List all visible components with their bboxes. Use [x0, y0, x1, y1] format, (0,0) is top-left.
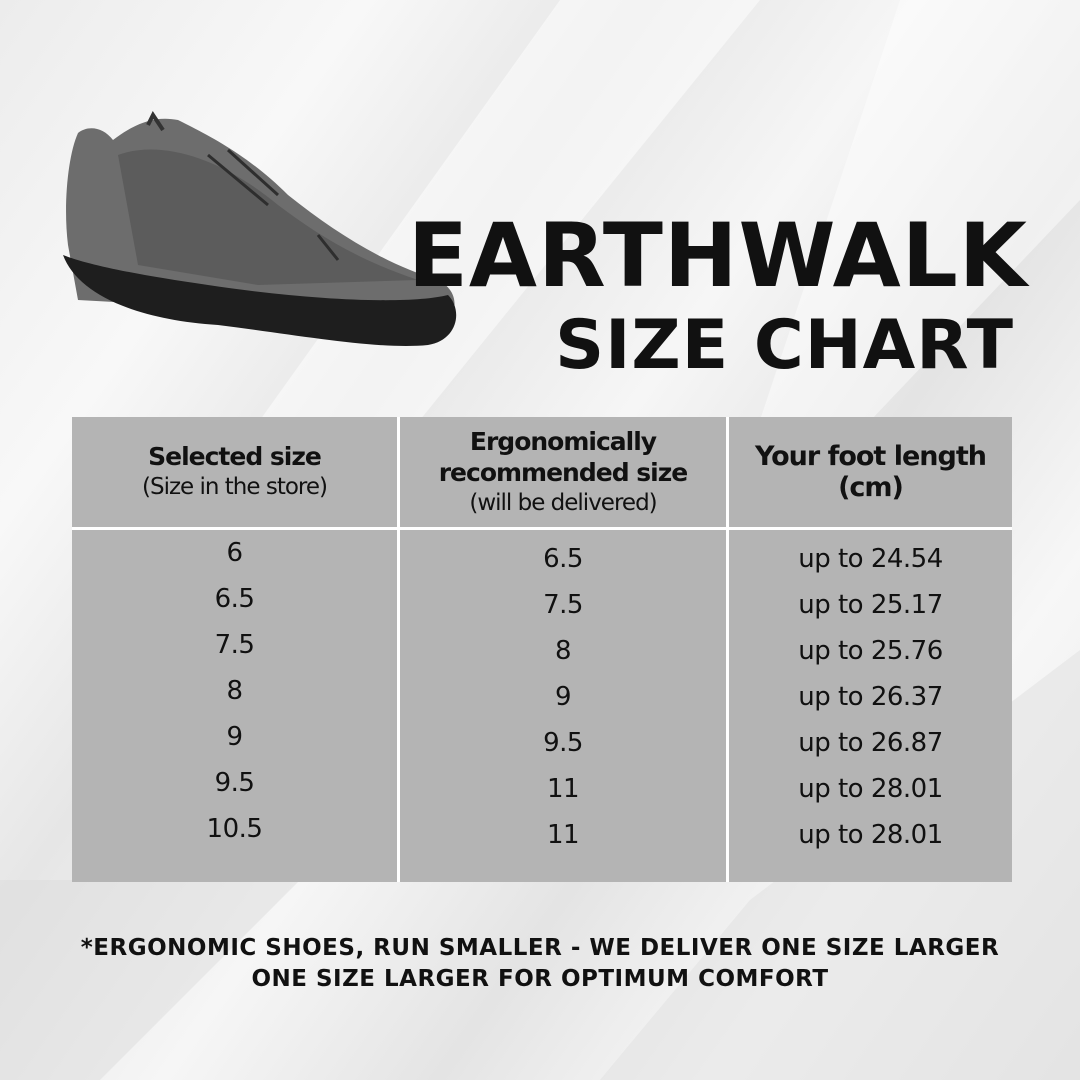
size-chart-table: Selected size (Size in the store) Ergono… — [72, 417, 1012, 882]
header-sublabel: (will be delivered) — [469, 489, 657, 516]
title-subtitle: SIZE CHART — [555, 306, 1014, 385]
table-cell: up to 26.87 — [798, 728, 943, 758]
selected-size-column: 6 6.5 7.5 8 9 9.5 10.5 — [72, 530, 397, 852]
table-cell: 11 — [546, 774, 580, 804]
table-cell: 7.5 — [543, 590, 583, 620]
header-selected-size: Selected size (Size in the store) — [72, 417, 397, 527]
table-cell: 8 — [554, 636, 572, 666]
note-line-1: *ERGONOMIC SHOES, RUN SMALLER - WE DELIV… — [80, 935, 1000, 961]
table-cell: 6.5 — [543, 544, 583, 574]
title-brand: EARTHWALK — [407, 204, 1028, 307]
header-sublabel: (Size in the store) — [142, 474, 328, 500]
table-cell: 11 — [546, 820, 580, 850]
sizing-note: *ERGONOMIC SHOES, RUN SMALLER - WE DELIV… — [0, 933, 1080, 995]
note-line-2: ONE SIZE LARGER FOR OPTIMUM COMFORT — [251, 966, 829, 992]
body-foot-length — [729, 530, 1012, 882]
table-cell: 9 — [554, 682, 572, 712]
table-cell: up to 26.37 — [798, 682, 943, 712]
table-cell: 8 — [226, 676, 243, 706]
shoe-image — [63, 111, 457, 346]
table-cell: 9.5 — [543, 728, 583, 758]
header-label: Selected size — [148, 442, 322, 471]
table-cell: up to 28.01 — [798, 820, 943, 850]
table-cell: 9.5 — [214, 768, 255, 798]
table-cell: 9 — [226, 722, 243, 752]
table-cell: up to 28.01 — [798, 774, 943, 804]
page-title: EARTHWALK SIZE CHART — [408, 212, 1028, 380]
header-foot-length: Your foot length (cm) — [729, 417, 1012, 527]
body-recommended — [400, 530, 726, 882]
header-recommended-size: Ergonomically recommended size (will be … — [400, 417, 726, 527]
table-cell: 7.5 — [214, 630, 255, 660]
recommended-size-column: 6.5 7.5 8 9 9.5 11 11 — [400, 536, 726, 858]
table-cell: 6.5 — [214, 584, 255, 614]
table-cell: 6 — [226, 538, 243, 568]
table-cell: up to 24.54 — [798, 544, 943, 574]
table-cell: up to 25.17 — [798, 590, 943, 620]
table-cell: up to 25.76 — [798, 636, 943, 666]
table-cell: 10.5 — [206, 814, 263, 844]
body-selected — [72, 530, 397, 882]
header-label: Your foot length (cm) — [755, 441, 987, 503]
header-label: Ergonomically recommended size — [438, 426, 689, 487]
foot-length-column: up to 24.54 up to 25.17 up to 25.76 up to 2… — [729, 536, 1012, 858]
